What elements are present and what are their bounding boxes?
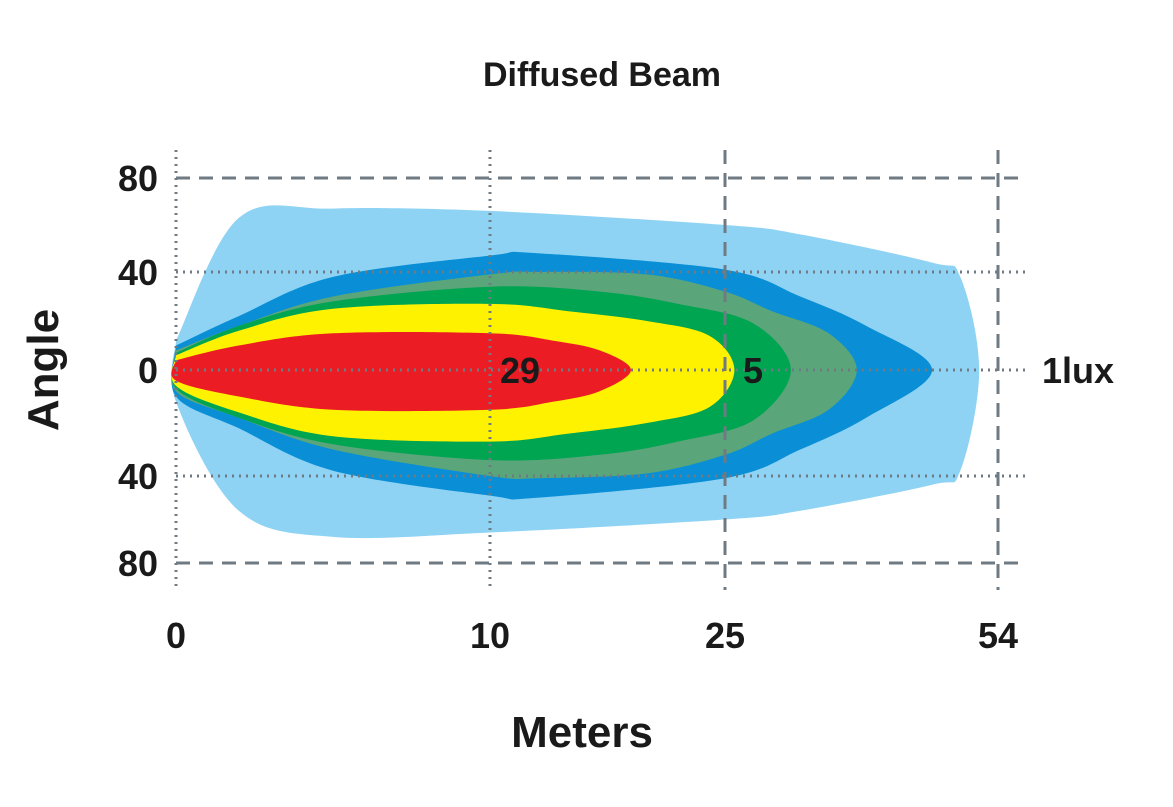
x-axis-label: Meters <box>511 708 653 757</box>
annotation-label: 1lux <box>1042 350 1114 391</box>
y-tick-label: 80 <box>118 158 158 199</box>
x-tick-label: 54 <box>978 615 1018 656</box>
beam-zone-6 <box>171 332 632 412</box>
beam-zones <box>171 205 980 539</box>
x-tick-label: 0 <box>166 615 186 656</box>
chart-title: Diffused Beam <box>483 56 721 94</box>
annotations: 29 5 1lux <box>500 350 1114 391</box>
grid-lines <box>174 150 1030 590</box>
x-tick-labels: 0 10 25 54 <box>166 615 1018 656</box>
y-tick-label: 0 <box>138 350 158 391</box>
annotation-label: 5 <box>743 350 763 391</box>
y-tick-label: 40 <box>118 252 158 293</box>
y-tick-label: 80 <box>118 543 158 584</box>
x-tick-label: 10 <box>470 615 510 656</box>
y-tick-labels: 80 40 0 40 80 <box>118 158 158 584</box>
x-tick-label: 25 <box>705 615 745 656</box>
y-tick-label: 40 <box>118 456 158 497</box>
annotation-label: 29 <box>500 350 540 391</box>
y-axis-label: Angle <box>19 309 68 431</box>
